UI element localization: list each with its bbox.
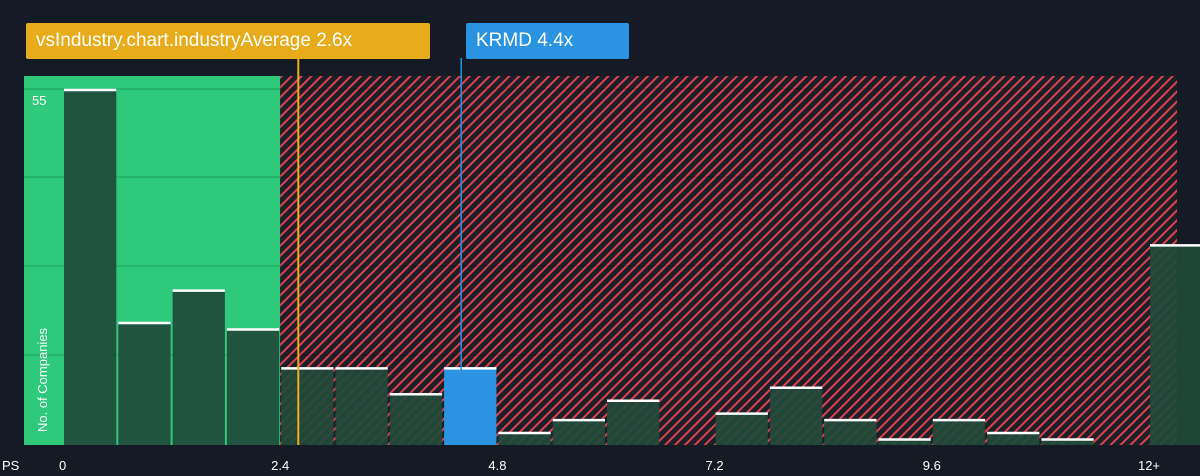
bar-company	[444, 367, 497, 445]
bar-18	[1041, 438, 1094, 445]
bar-13	[769, 386, 823, 445]
company-tag: KRMD 4.4x	[466, 23, 629, 59]
bar-10	[607, 399, 660, 445]
bar-0	[64, 89, 117, 445]
bar-8	[498, 432, 551, 445]
x-ticks: 0 2.4 4.8 7.2 9.6 12+	[59, 458, 1160, 473]
y-tick-max: 55	[32, 93, 46, 108]
bar-20	[1150, 244, 1200, 445]
bar-5	[335, 367, 388, 445]
x-tick-3: 7.2	[706, 458, 724, 473]
bar-3	[226, 328, 280, 445]
x-axis-label: PS	[2, 458, 20, 473]
x-tick-0: 0	[59, 458, 66, 473]
bar-12	[715, 412, 768, 445]
bar-4	[281, 367, 334, 445]
industry-average-tag: vsIndustry.chart.industryAverage 2.6x	[26, 23, 430, 59]
bar-6	[389, 393, 443, 445]
y-axis-label: No. of Companies	[35, 327, 50, 432]
bars	[64, 88, 1200, 445]
x-tick-5: 12+	[1138, 458, 1160, 473]
bar-17	[987, 432, 1040, 445]
bar-9	[552, 419, 605, 445]
bar-15	[878, 438, 931, 445]
overvalued-zone	[280, 76, 1177, 445]
x-tick-1: 2.4	[271, 458, 289, 473]
bar-1	[118, 322, 171, 445]
bar-2	[172, 289, 225, 445]
bar-14	[824, 419, 877, 445]
x-tick-4: 9.6	[923, 458, 941, 473]
x-tick-2: 4.8	[488, 458, 506, 473]
bar-16	[932, 419, 986, 445]
